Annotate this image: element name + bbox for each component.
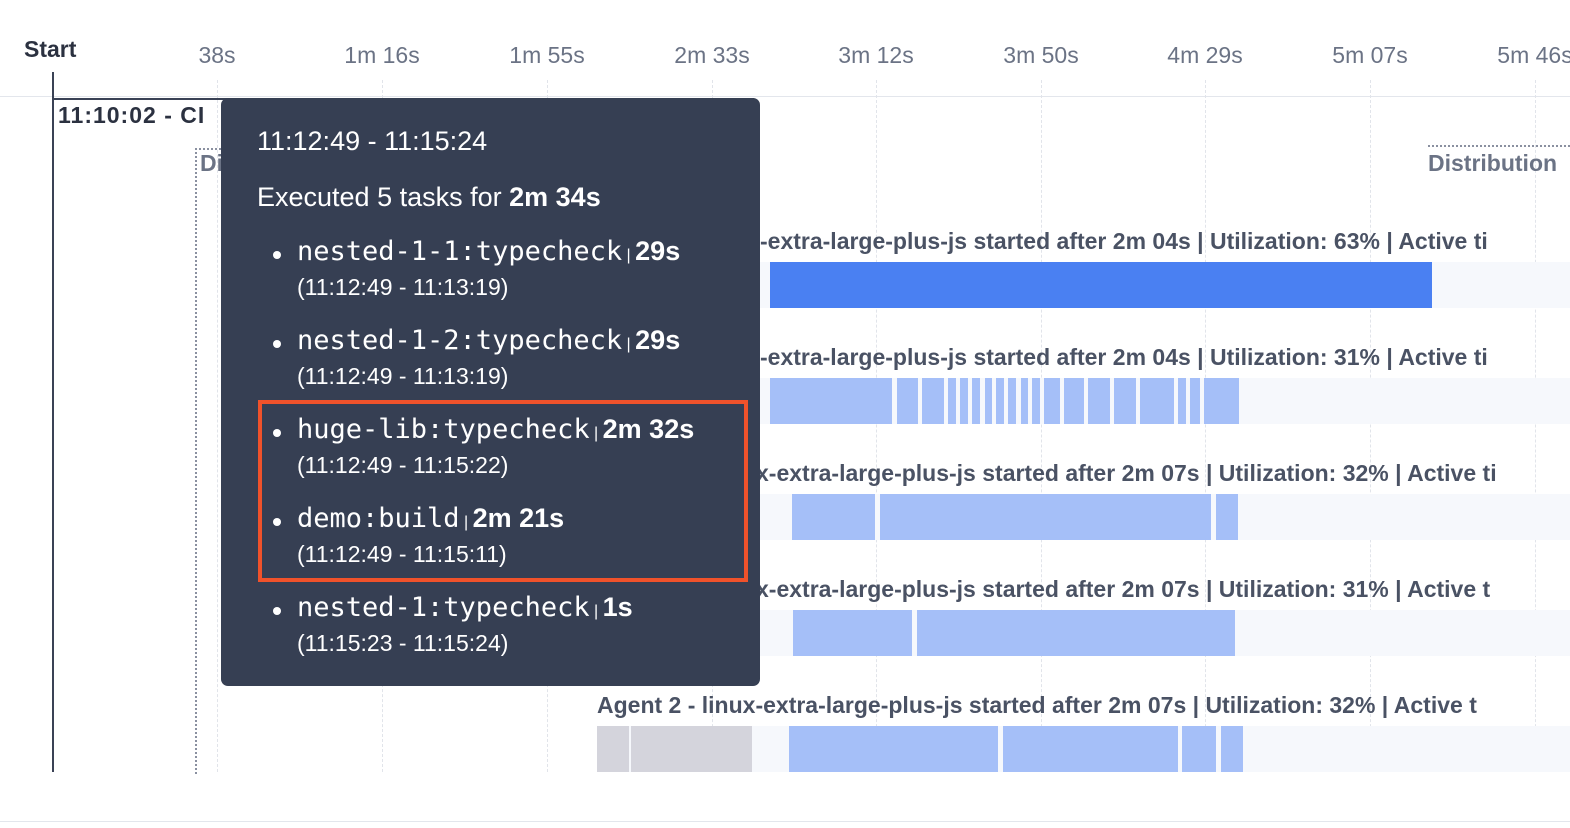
tick-label: 3m 50s bbox=[1003, 42, 1079, 68]
task-duration: 29s bbox=[635, 325, 681, 355]
task-bar bbox=[1021, 378, 1028, 424]
task-item: nested-1-1:typecheck | 29s (11:12:49 - 11… bbox=[271, 236, 681, 300]
agent-track bbox=[760, 262, 1570, 308]
task-duration: 2m 21s bbox=[472, 503, 565, 533]
task-bar bbox=[1003, 726, 1178, 772]
task-bar bbox=[1008, 378, 1016, 424]
task-item: nested-1:typecheck | 1s (11:15:23 - 11:15… bbox=[271, 592, 633, 656]
idle-bar bbox=[631, 726, 752, 772]
tick-label: 4m 29s bbox=[1167, 42, 1243, 68]
agent-label: -extra-large-plus-js started after 2m 04… bbox=[760, 344, 1488, 370]
tick-label: 5m 46s bbox=[1497, 42, 1570, 68]
task-range: (11:12:49 - 11:13:19) bbox=[297, 363, 509, 389]
grid-line bbox=[876, 80, 877, 772]
task-bar bbox=[917, 610, 1235, 656]
task-range: (11:12:49 - 11:15:22) bbox=[297, 452, 509, 478]
task-bar bbox=[1190, 378, 1200, 424]
agent-label: x-extra-large-plus-js started after 2m 0… bbox=[756, 460, 1497, 486]
task-item: huge-lib:typecheck | 2m 32s (11:12:49 - 1… bbox=[271, 414, 695, 478]
task-range: (11:12:49 - 11:13:19) bbox=[297, 274, 509, 300]
task-bar bbox=[770, 378, 892, 424]
grid-line bbox=[1041, 80, 1042, 772]
task-name: nested-1-1:typecheck bbox=[297, 236, 623, 267]
task-bar bbox=[789, 726, 998, 772]
task-bar bbox=[1044, 378, 1060, 424]
tick-label: 3m 12s bbox=[838, 42, 914, 68]
tick-label: 38s bbox=[198, 42, 236, 68]
tooltip: 11:12:49 - 11:15:24 Executed 5 tasks for… bbox=[221, 98, 760, 686]
task-duration: 1s bbox=[602, 592, 633, 622]
tick-label: 1m 55s bbox=[509, 42, 585, 68]
agent-track bbox=[760, 610, 1570, 656]
group-label: Distribution bbox=[1428, 150, 1558, 176]
task-bar bbox=[1140, 378, 1174, 424]
task-bar bbox=[1204, 378, 1239, 424]
task-bar bbox=[960, 378, 968, 424]
task-bar bbox=[793, 610, 912, 656]
task-bar bbox=[1221, 726, 1243, 772]
task-range: (11:12:49 - 11:15:11) bbox=[297, 541, 507, 567]
summary-text: Executed 5 tasks for bbox=[257, 182, 502, 212]
group-border bbox=[1428, 145, 1570, 147]
grid-line bbox=[1370, 80, 1371, 772]
agent-label: x-extra-large-plus-js started after 2m 0… bbox=[756, 576, 1491, 602]
agent-track bbox=[597, 726, 1570, 772]
task-bar bbox=[972, 378, 980, 424]
task-bar bbox=[1178, 378, 1186, 424]
agent-track bbox=[760, 378, 1570, 424]
tick-label: 5m 07s bbox=[1332, 42, 1408, 68]
idle-bar bbox=[597, 726, 629, 772]
tick-label: 1m 16s bbox=[344, 42, 420, 68]
task-bar bbox=[897, 378, 918, 424]
agent-label: Agent 2 - linux-extra-large-plus-js star… bbox=[597, 692, 1477, 718]
task-bar bbox=[922, 378, 944, 424]
tooltip-summary: Executed 5 tasks for 2m 34s bbox=[257, 182, 601, 213]
footer-border bbox=[0, 821, 1570, 822]
task-bar bbox=[996, 378, 1004, 424]
agent-label: -extra-large-plus-js started after 2m 04… bbox=[760, 228, 1488, 254]
start-label: Start bbox=[24, 36, 77, 62]
tooltip-range: 11:12:49 - 11:15:24 bbox=[257, 126, 488, 156]
task-bar bbox=[1216, 494, 1238, 540]
grid-line bbox=[1205, 80, 1206, 772]
run-label: 11:10:02 - CI bbox=[58, 102, 206, 128]
task-bar bbox=[1064, 378, 1084, 424]
task-bar bbox=[1088, 378, 1110, 424]
task-bar bbox=[1182, 726, 1216, 772]
group-border bbox=[195, 148, 237, 774]
tick-label: 2m 33s bbox=[674, 42, 750, 68]
summary-duration: 2m 34s bbox=[509, 182, 601, 212]
task-item: nested-1-2:typecheck | 29s (11:12:49 - 11… bbox=[271, 325, 681, 389]
header-border bbox=[0, 96, 1570, 97]
task-bar bbox=[1032, 378, 1040, 424]
task-bar bbox=[770, 262, 1432, 308]
task-name: huge-lib:typecheck bbox=[297, 414, 590, 445]
task-duration: 29s bbox=[635, 236, 681, 266]
task-name: nested-1-2:typecheck bbox=[297, 325, 623, 356]
task-range: (11:15:23 - 11:15:24) bbox=[297, 630, 509, 656]
grid-line bbox=[1535, 80, 1536, 772]
task-bar bbox=[792, 494, 875, 540]
start-line bbox=[52, 72, 54, 772]
highlight-box bbox=[258, 400, 748, 582]
task-name: demo:build bbox=[297, 503, 460, 534]
task-name: nested-1:typecheck bbox=[297, 592, 590, 623]
task-bar bbox=[985, 378, 992, 424]
task-bar bbox=[1114, 378, 1136, 424]
agent-track bbox=[760, 494, 1570, 540]
task-bar bbox=[948, 378, 956, 424]
task-duration: 2m 32s bbox=[602, 414, 695, 444]
task-bar bbox=[880, 494, 1211, 540]
task-item: demo:build | 2m 21s (11:12:49 - 11:15:11) bbox=[271, 503, 565, 567]
grid-line bbox=[217, 80, 218, 772]
